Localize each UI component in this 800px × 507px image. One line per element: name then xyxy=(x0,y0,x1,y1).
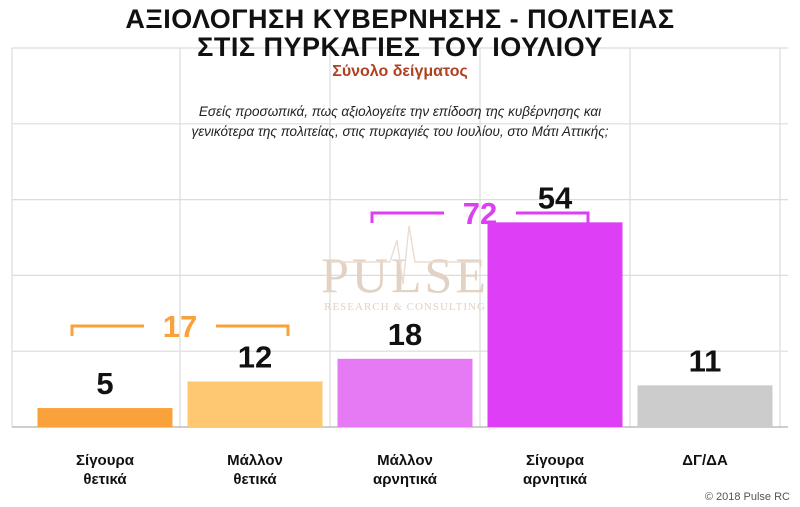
bar-4 xyxy=(637,385,773,427)
bar-value-label-4: 11 xyxy=(689,343,722,378)
bar-value-label-2: 18 xyxy=(388,317,422,352)
group-bracket-right-1 xyxy=(516,211,590,223)
category-label-4: ΔΓ/ΔΑ xyxy=(682,452,728,469)
group-bracket-left-0 xyxy=(70,324,144,336)
bar-value-label-1: 12 xyxy=(238,340,272,375)
group-total-label-0: 17 xyxy=(163,309,197,344)
bar-value-label-0: 5 xyxy=(96,366,113,401)
category-label-0: Σίγουρα θετικά xyxy=(76,452,134,488)
chart-subtitle: Σύνολο δείγματος xyxy=(332,63,468,80)
category-label-3: Σίγουρα αρνητικά xyxy=(523,452,587,488)
watermark-logo-subtext: RESEARCH & CONSULTING xyxy=(324,301,486,313)
bar-0 xyxy=(37,408,173,427)
bar-2 xyxy=(337,358,473,427)
bar-value-label-3: 54 xyxy=(538,180,573,215)
category-label-2: Μάλλον αρνητικά xyxy=(373,452,437,488)
chart-title-line2: ΣΤΙΣ ΠΥΡΚΑΓΙΕΣ ΤΟΥ ΙΟΥΛΙΟΥ xyxy=(197,32,603,62)
question-line1: Εσείς προσωπικά, πως αξιολογείτε την επί… xyxy=(198,104,602,119)
group-total-label-1: 72 xyxy=(463,196,497,231)
chart-title-line1: ΑΞΙΟΛΟΓΗΣΗ ΚΥΒΕΡΝΗΣΗΣ - ΠΟΛΙΤΕΙΑΣ xyxy=(125,4,675,34)
watermark-pulse-line xyxy=(330,225,480,285)
bar-3 xyxy=(487,222,623,427)
question-line2: γενικότερα της πολιτείας, στις πυρκαγιές… xyxy=(191,124,609,139)
copyright: © 2018 Pulse RC xyxy=(704,491,790,503)
category-label-1: Μάλλον θετικά xyxy=(227,452,283,488)
bar-1 xyxy=(187,381,323,427)
watermark-logo-text: PULSE xyxy=(321,247,489,303)
group-bracket-right-0 xyxy=(216,324,290,336)
group-bracket-left-1 xyxy=(370,211,444,223)
